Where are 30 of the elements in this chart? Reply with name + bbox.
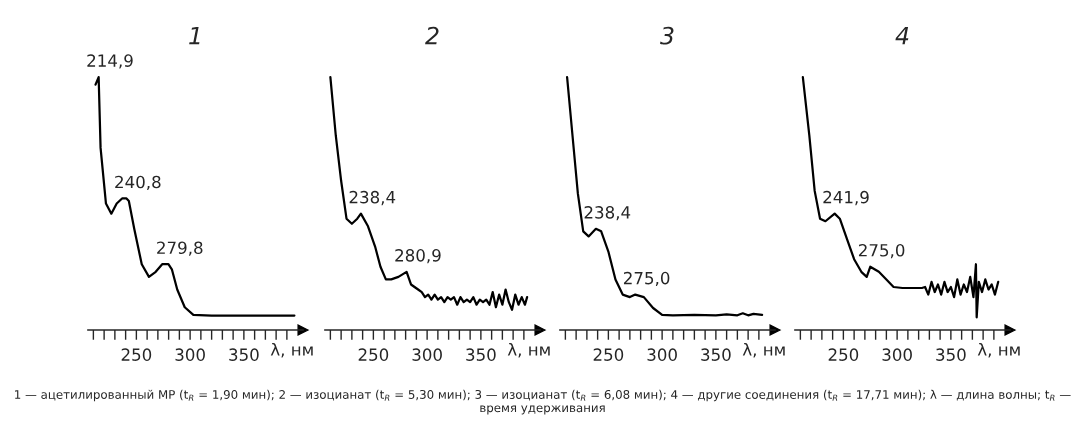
annotation: 238,4: [349, 190, 396, 206]
annotation: 275,0: [858, 243, 905, 259]
x-axis-title: λ, нм: [270, 342, 313, 358]
annotation: 280,9: [395, 249, 441, 264]
annotation: 238,4: [584, 206, 631, 221]
x-tick-label: 350: [701, 348, 731, 361]
chart-title: 3: [660, 26, 674, 45]
x-tick-label: 350: [466, 348, 496, 361]
x-tick-label: 300: [175, 348, 205, 361]
annotation: 279,8: [157, 241, 203, 256]
chart-title: 1: [189, 27, 200, 45]
x-tick-label: 250: [121, 348, 152, 361]
text: 1 — ацетилированный МР (t$_{R}$ = 1,90 мин); 2 — изоцианат (t$_{R}$ = 5,30 мин); 3 — изоцианат (t$_{R}$ = 6,08 мин); 4 — другие соединения (t$_{R}$ = 17,71 мин); λ — длина волны; t$_{R}$ — время удерживания: [15, 389, 1071, 415]
x-axis-title: λ, нм: [977, 342, 1020, 358]
x-tick-label: 350: [936, 348, 966, 361]
annotation: 241,9: [823, 190, 869, 206]
x-tick-label: 250: [828, 348, 859, 361]
x-tick-label: 250: [593, 348, 624, 361]
x-axis-title: λ, нм: [742, 342, 785, 358]
x-tick-label: 300: [882, 348, 912, 361]
chart-title: 2: [425, 26, 439, 45]
annotation: 214,9: [87, 54, 133, 69]
x-tick-label: 350: [229, 348, 259, 361]
chart-title: 4: [895, 27, 909, 45]
x-tick-label: 300: [647, 348, 677, 361]
x-tick-label: 250: [358, 348, 389, 361]
annotation: 240,8: [115, 175, 161, 190]
x-tick-label: 300: [412, 348, 442, 361]
annotation: 275,0: [623, 271, 670, 287]
x-axis-title: λ, нм: [507, 342, 550, 358]
